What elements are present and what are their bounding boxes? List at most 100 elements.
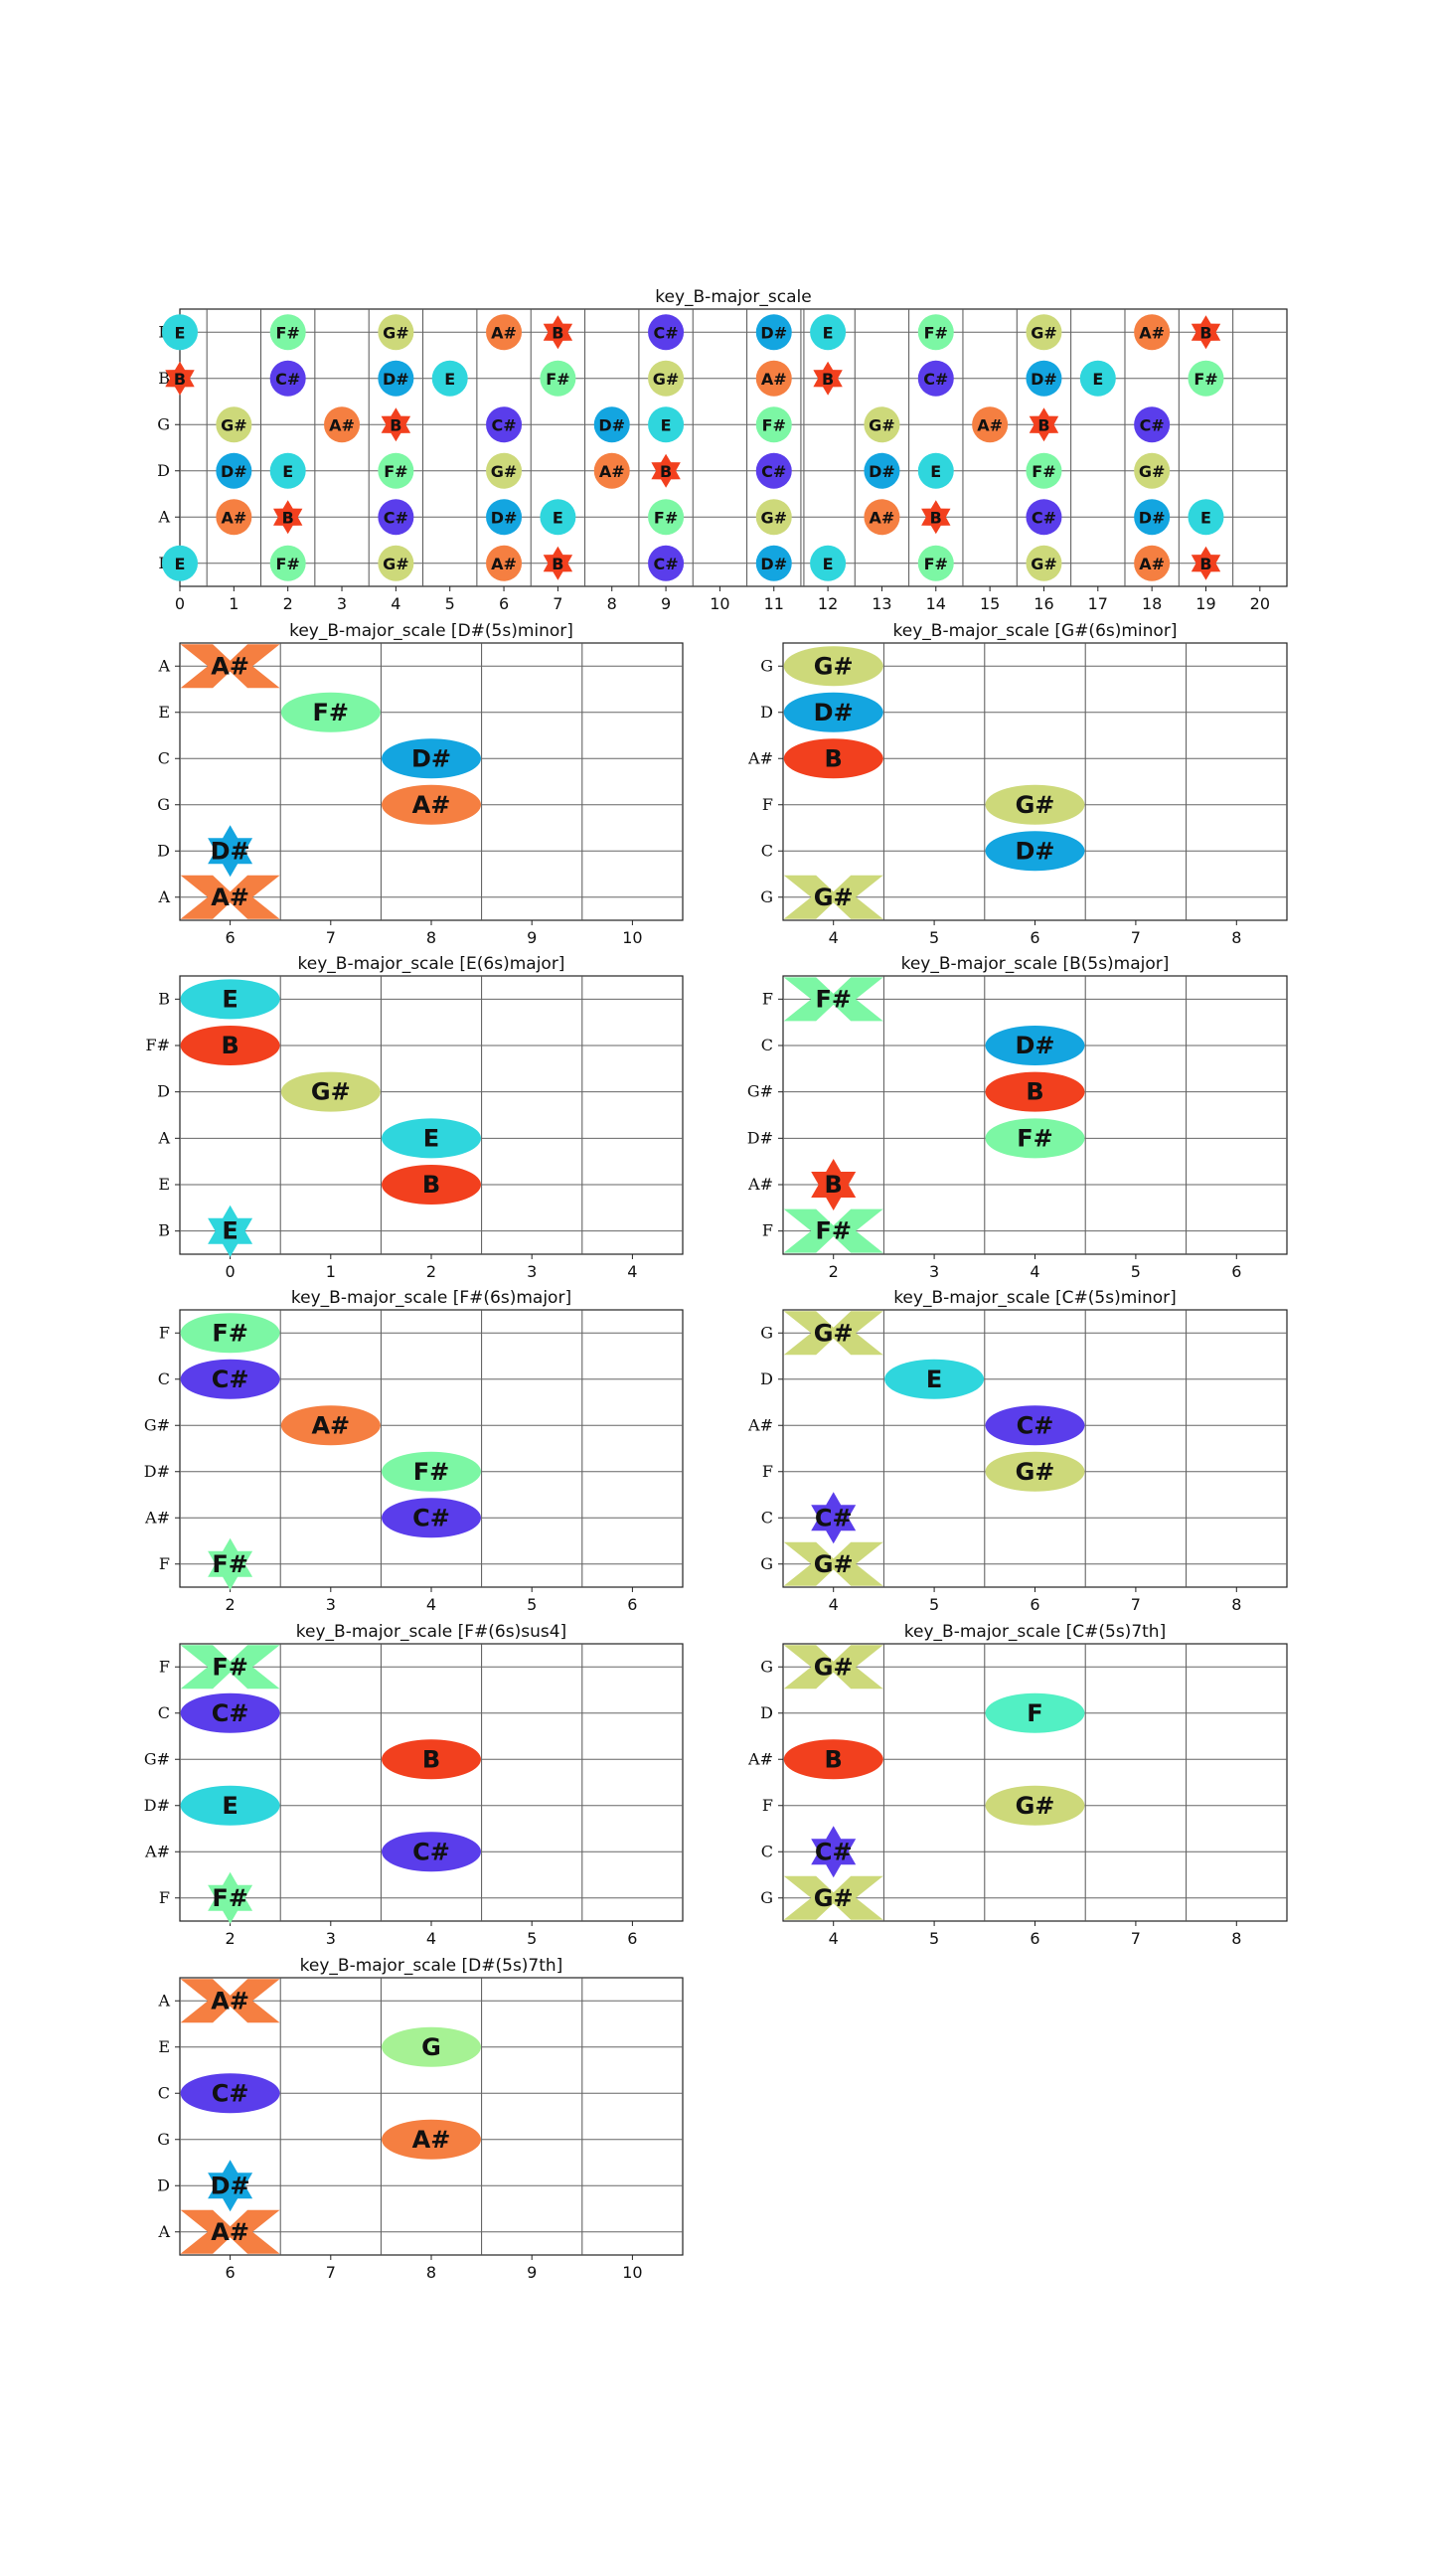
note-marker: F# [378,452,414,489]
note-marker: B [381,407,411,442]
note-marker: C# [382,1832,481,1872]
note-ellipse [378,360,414,397]
x-tick-label: 2 [226,1595,236,1614]
note-label: E [926,1366,942,1393]
note-ellipse [269,545,306,581]
note-ellipse [280,1405,381,1446]
chord-panel: key_B-major_scale [F#(6s)sus4] 2 3 4 5 6 F A# D#… [144,1622,684,1948]
note-marker: A# [864,499,900,536]
note-label: C# [384,508,408,527]
note-label: C# [412,1504,450,1531]
note-label: G# [1139,462,1166,481]
note-ellipse [180,2073,280,2114]
note-marker: D# [1134,499,1171,536]
x-tick-label: 6 [1030,1595,1039,1614]
axes-frame [782,642,1288,921]
note-label: D# [211,837,250,865]
x-tick-label: 8 [1231,1929,1241,1948]
note-label: F# [546,370,569,389]
note-x [783,1311,883,1356]
x-tick-label: 9 [527,2263,537,2282]
x-tick-label: 3 [326,1929,336,1948]
note-label: E [553,508,563,527]
note-ellipse [269,452,306,489]
y-tick-label: D# [144,1796,170,1815]
note-ellipse [378,545,414,581]
note-marker: B [921,500,951,535]
note-ellipse [648,406,685,443]
note-marker: G# [783,1541,883,1586]
note-ellipse [378,452,414,489]
note-x [783,875,883,919]
y-tick-label: A [157,1128,170,1147]
note-label: A# [211,652,249,680]
y-tick-label: A# [144,1508,170,1527]
note-marker: C# [382,1498,481,1538]
y-tick-label: A# [747,1415,773,1434]
x-tick-label: 6 [226,928,236,947]
x-tick-label: 6 [1030,1929,1039,1948]
y-tick-label: A# [747,1175,773,1194]
axes-frame [179,1643,684,1922]
y-tick-label: C [761,841,773,860]
note-star [1191,546,1221,580]
note-star [651,453,681,488]
note-label: G [421,2033,441,2061]
note-label: G# [869,415,895,434]
note-ellipse [216,452,252,489]
note-label: F# [1193,370,1217,389]
axes-frame [179,642,684,921]
note-marker: E [162,545,198,581]
note-marker: B [1191,315,1221,350]
note-marker: C# [1026,499,1062,536]
y-tick-label: D [760,1703,773,1722]
x-tick-label: 18 [1142,594,1162,613]
note-star [921,500,951,535]
note-label: C# [923,370,948,389]
y-tick-label: C [158,1369,170,1388]
y-tick-label: D [157,2175,170,2194]
note-marker: C# [486,406,523,443]
note-label: G# [814,1550,854,1578]
note-label: E [175,323,186,342]
note-ellipse [755,314,792,351]
note-marker: D# [382,738,481,779]
y-tick-label: F [762,1796,773,1815]
y-tick-label: A [157,1991,170,2010]
note-label: D# [211,2172,250,2199]
note-marker: C# [985,1405,1085,1446]
note-label: G# [1031,323,1057,342]
note-x [180,1979,280,2023]
note-ellipse [917,360,954,397]
x-tick-label: 5 [929,1929,939,1948]
y-tick-label: G [157,2130,170,2149]
note-marker: G# [985,1785,1085,1826]
note-ellipse [280,692,381,732]
note-marker: E [810,545,847,581]
axes-frame [179,1977,684,2256]
note-ellipse [540,360,576,397]
x-tick-label: 8 [1231,928,1241,947]
note-marker: B [165,361,195,396]
note-marker: E [431,360,468,397]
note-marker: G [382,2026,481,2067]
y-tick-label: F [159,1554,170,1573]
x-tick-label: 4 [829,928,839,947]
note-label: B [930,508,942,527]
note-label: B [422,1745,440,1773]
note-label: A# [491,555,517,573]
x-tick-label: 8 [426,2263,436,2282]
note-marker: C# [648,545,685,581]
chord-panel: key_B-major_scale [B(5s)major] 2 3 4 5 6 F A# D#… [747,954,1288,1281]
x-tick-label: 4 [829,1595,839,1614]
x-tick-label: 2 [283,594,293,613]
y-tick-label: C [158,748,170,767]
note-label: B [1037,415,1049,434]
note-label: A# [329,415,355,434]
note-marker: A# [280,1405,381,1446]
y-tick-label: E [158,1175,170,1194]
x-tick-label: 4 [627,1262,637,1281]
note-star [811,1492,857,1544]
note-label: B [552,323,563,342]
note-star [208,2160,253,2212]
